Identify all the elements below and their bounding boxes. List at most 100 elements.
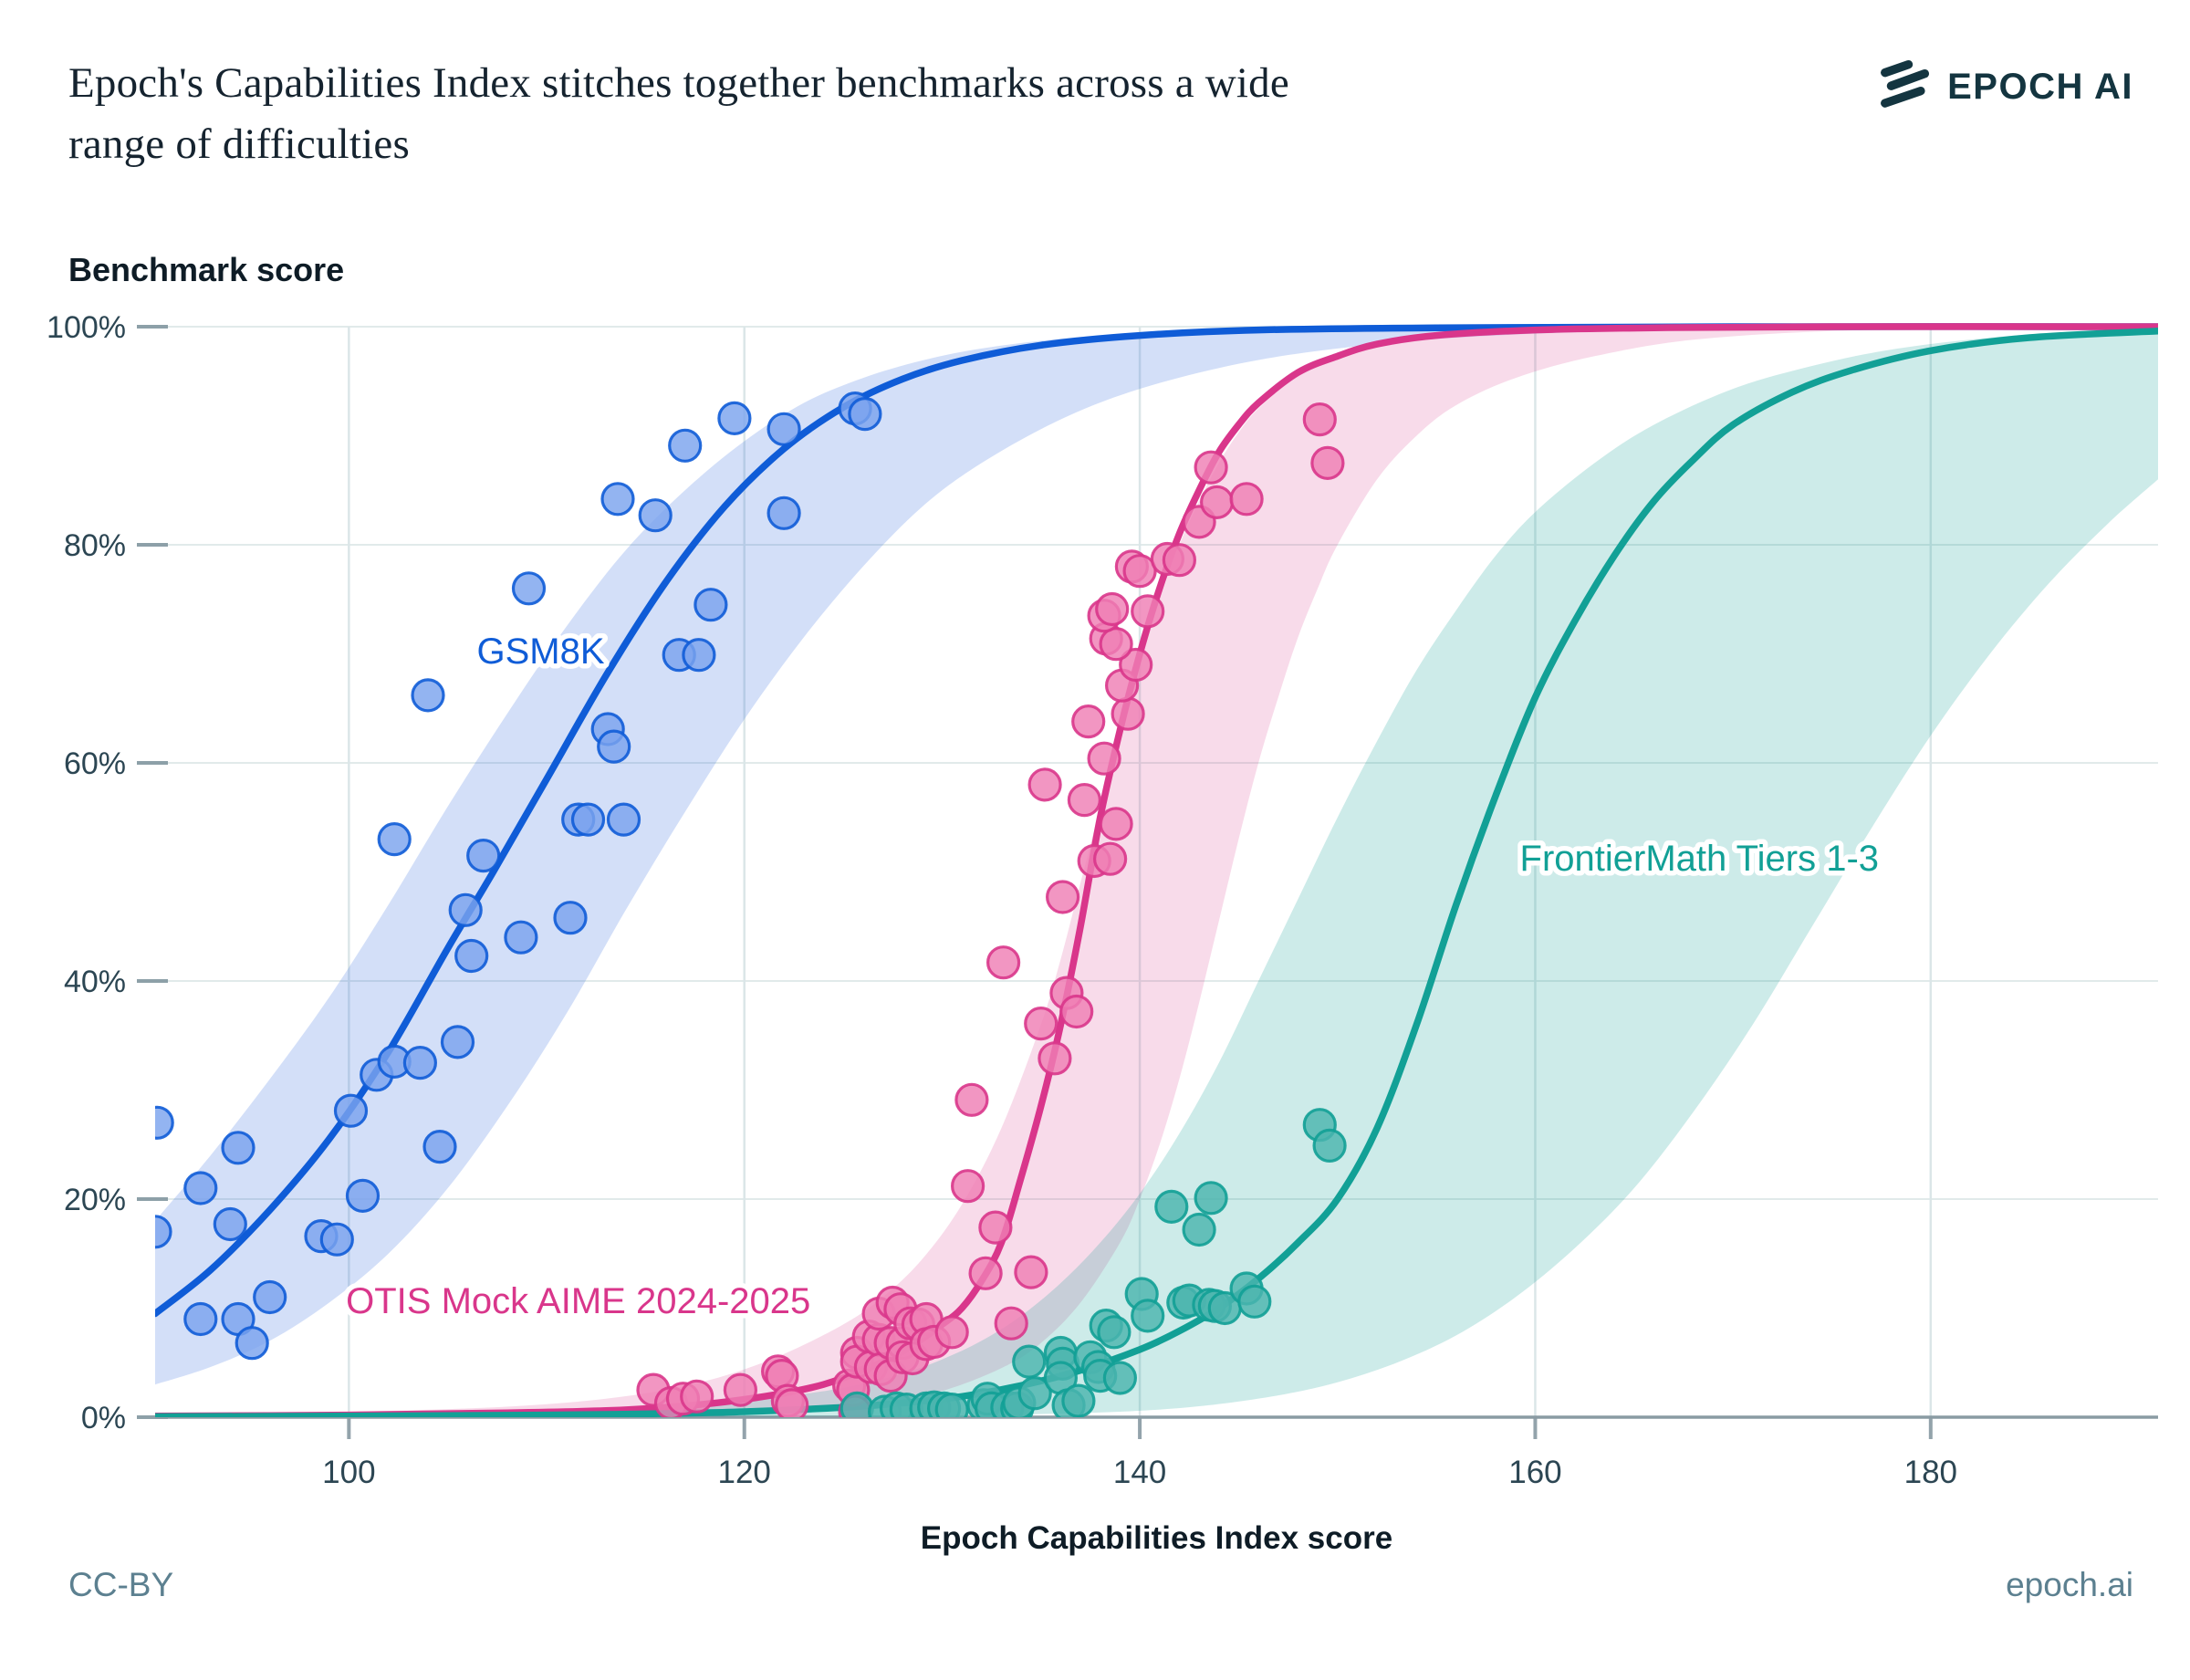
data-point (1012, 1344, 1047, 1379)
data-point (155, 1105, 174, 1140)
data-point (986, 945, 1021, 980)
data-point (766, 412, 801, 446)
data-point (934, 1393, 969, 1417)
data-point (638, 498, 673, 533)
scatter-points-frontiermath (840, 1108, 1347, 1417)
data-point (553, 901, 588, 935)
data-point (1092, 841, 1128, 876)
data-point (422, 1129, 457, 1164)
scatter-points-gsm8k (155, 391, 882, 1361)
data-point (377, 821, 412, 857)
data-point (766, 496, 801, 530)
x-tick-label: 100 (322, 1455, 375, 1490)
fit-curve-frontiermath (155, 328, 2158, 1417)
series-label-otis: OTIS Mock AIME 2024-2025 (346, 1281, 810, 1321)
data-point (1024, 1006, 1058, 1041)
data-point (345, 1178, 381, 1214)
data-point (954, 1082, 989, 1117)
plot-area (155, 323, 2158, 1417)
data-point (411, 678, 445, 713)
data-point (848, 397, 882, 432)
data-point (668, 428, 703, 463)
data-point (1071, 704, 1106, 739)
data-point (1097, 1315, 1132, 1350)
epoch-ai-logo: EPOCH AI (1878, 58, 2133, 116)
data-point (1111, 696, 1145, 731)
data-point (1099, 627, 1133, 662)
data-point (994, 1306, 1028, 1341)
data-point (333, 1093, 369, 1128)
data-point (402, 1045, 437, 1080)
data-point (570, 802, 606, 837)
chart-title-line2: range of difficulties (68, 120, 410, 168)
data-point (597, 729, 631, 764)
confidence-band-otis (155, 326, 2158, 1417)
confidence-band-frontiermath (155, 329, 2158, 1417)
fit-curve-otis (155, 323, 2158, 1417)
data-point (1027, 767, 1062, 802)
data-point (1099, 807, 1133, 841)
data-point (682, 638, 716, 673)
data-point (1302, 402, 1337, 437)
y-axis-title: Benchmark score (68, 251, 344, 288)
data-point (440, 1025, 475, 1059)
license-label: CC-BY (68, 1566, 174, 1603)
series-label-frontiermath: FrontierMath Tiers 1-3 (1520, 839, 1879, 879)
data-point (183, 1301, 218, 1337)
site-label: epoch.ai (2006, 1566, 2133, 1603)
data-point (1131, 594, 1165, 629)
data-point (155, 1215, 172, 1249)
data-point (717, 401, 752, 435)
data-point (606, 802, 641, 837)
y-tick-label: 100% (47, 310, 126, 345)
data-point (319, 1222, 354, 1257)
data-point (1310, 445, 1345, 480)
x-tick-label: 140 (1113, 1455, 1166, 1490)
y-tick-label: 20% (64, 1183, 126, 1217)
data-point (1119, 647, 1153, 683)
data-point (1045, 880, 1080, 914)
data-point (511, 571, 547, 606)
y-tick-label: 60% (64, 746, 126, 781)
data-point (253, 1279, 287, 1315)
data-point (934, 1315, 969, 1350)
data-point (694, 588, 728, 622)
data-point (840, 1391, 874, 1417)
data-point (1059, 994, 1094, 1029)
data-point (1162, 543, 1197, 578)
data-point (1194, 450, 1228, 485)
data-point (723, 1372, 758, 1407)
x-tick-label: 180 (1904, 1455, 1957, 1490)
data-point (680, 1379, 714, 1414)
data-point (1237, 1284, 1272, 1319)
epoch-ai-logo-text: EPOCH AI (1947, 67, 2133, 107)
chart-title-line1: Epoch's Capabilities Index stitches toge… (68, 59, 1289, 107)
data-point (1095, 591, 1130, 627)
data-point (978, 1210, 1013, 1245)
data-point (1017, 1376, 1052, 1411)
data-point (1087, 741, 1121, 776)
data-point (1061, 1383, 1096, 1417)
x-tick-label: 160 (1508, 1455, 1561, 1490)
data-point (968, 1256, 1003, 1290)
data-point (221, 1131, 256, 1165)
data-point (183, 1171, 218, 1205)
y-tick-label: 40% (64, 965, 126, 999)
data-point (950, 1169, 986, 1204)
data-point (1182, 1212, 1216, 1247)
data-point (466, 838, 501, 873)
y-tick-label: 0% (81, 1401, 126, 1435)
y-tick-label: 80% (64, 528, 126, 563)
data-point (454, 938, 489, 974)
data-point (1131, 1299, 1165, 1333)
data-point (1014, 1255, 1048, 1289)
data-point (775, 1388, 809, 1417)
data-point (600, 482, 635, 517)
x-axis-title: Epoch Capabilities Index score (921, 1520, 1392, 1556)
data-point (1312, 1128, 1347, 1163)
data-point (1194, 1181, 1228, 1216)
data-point (235, 1326, 269, 1361)
scatter-points-otis (636, 402, 1345, 1417)
